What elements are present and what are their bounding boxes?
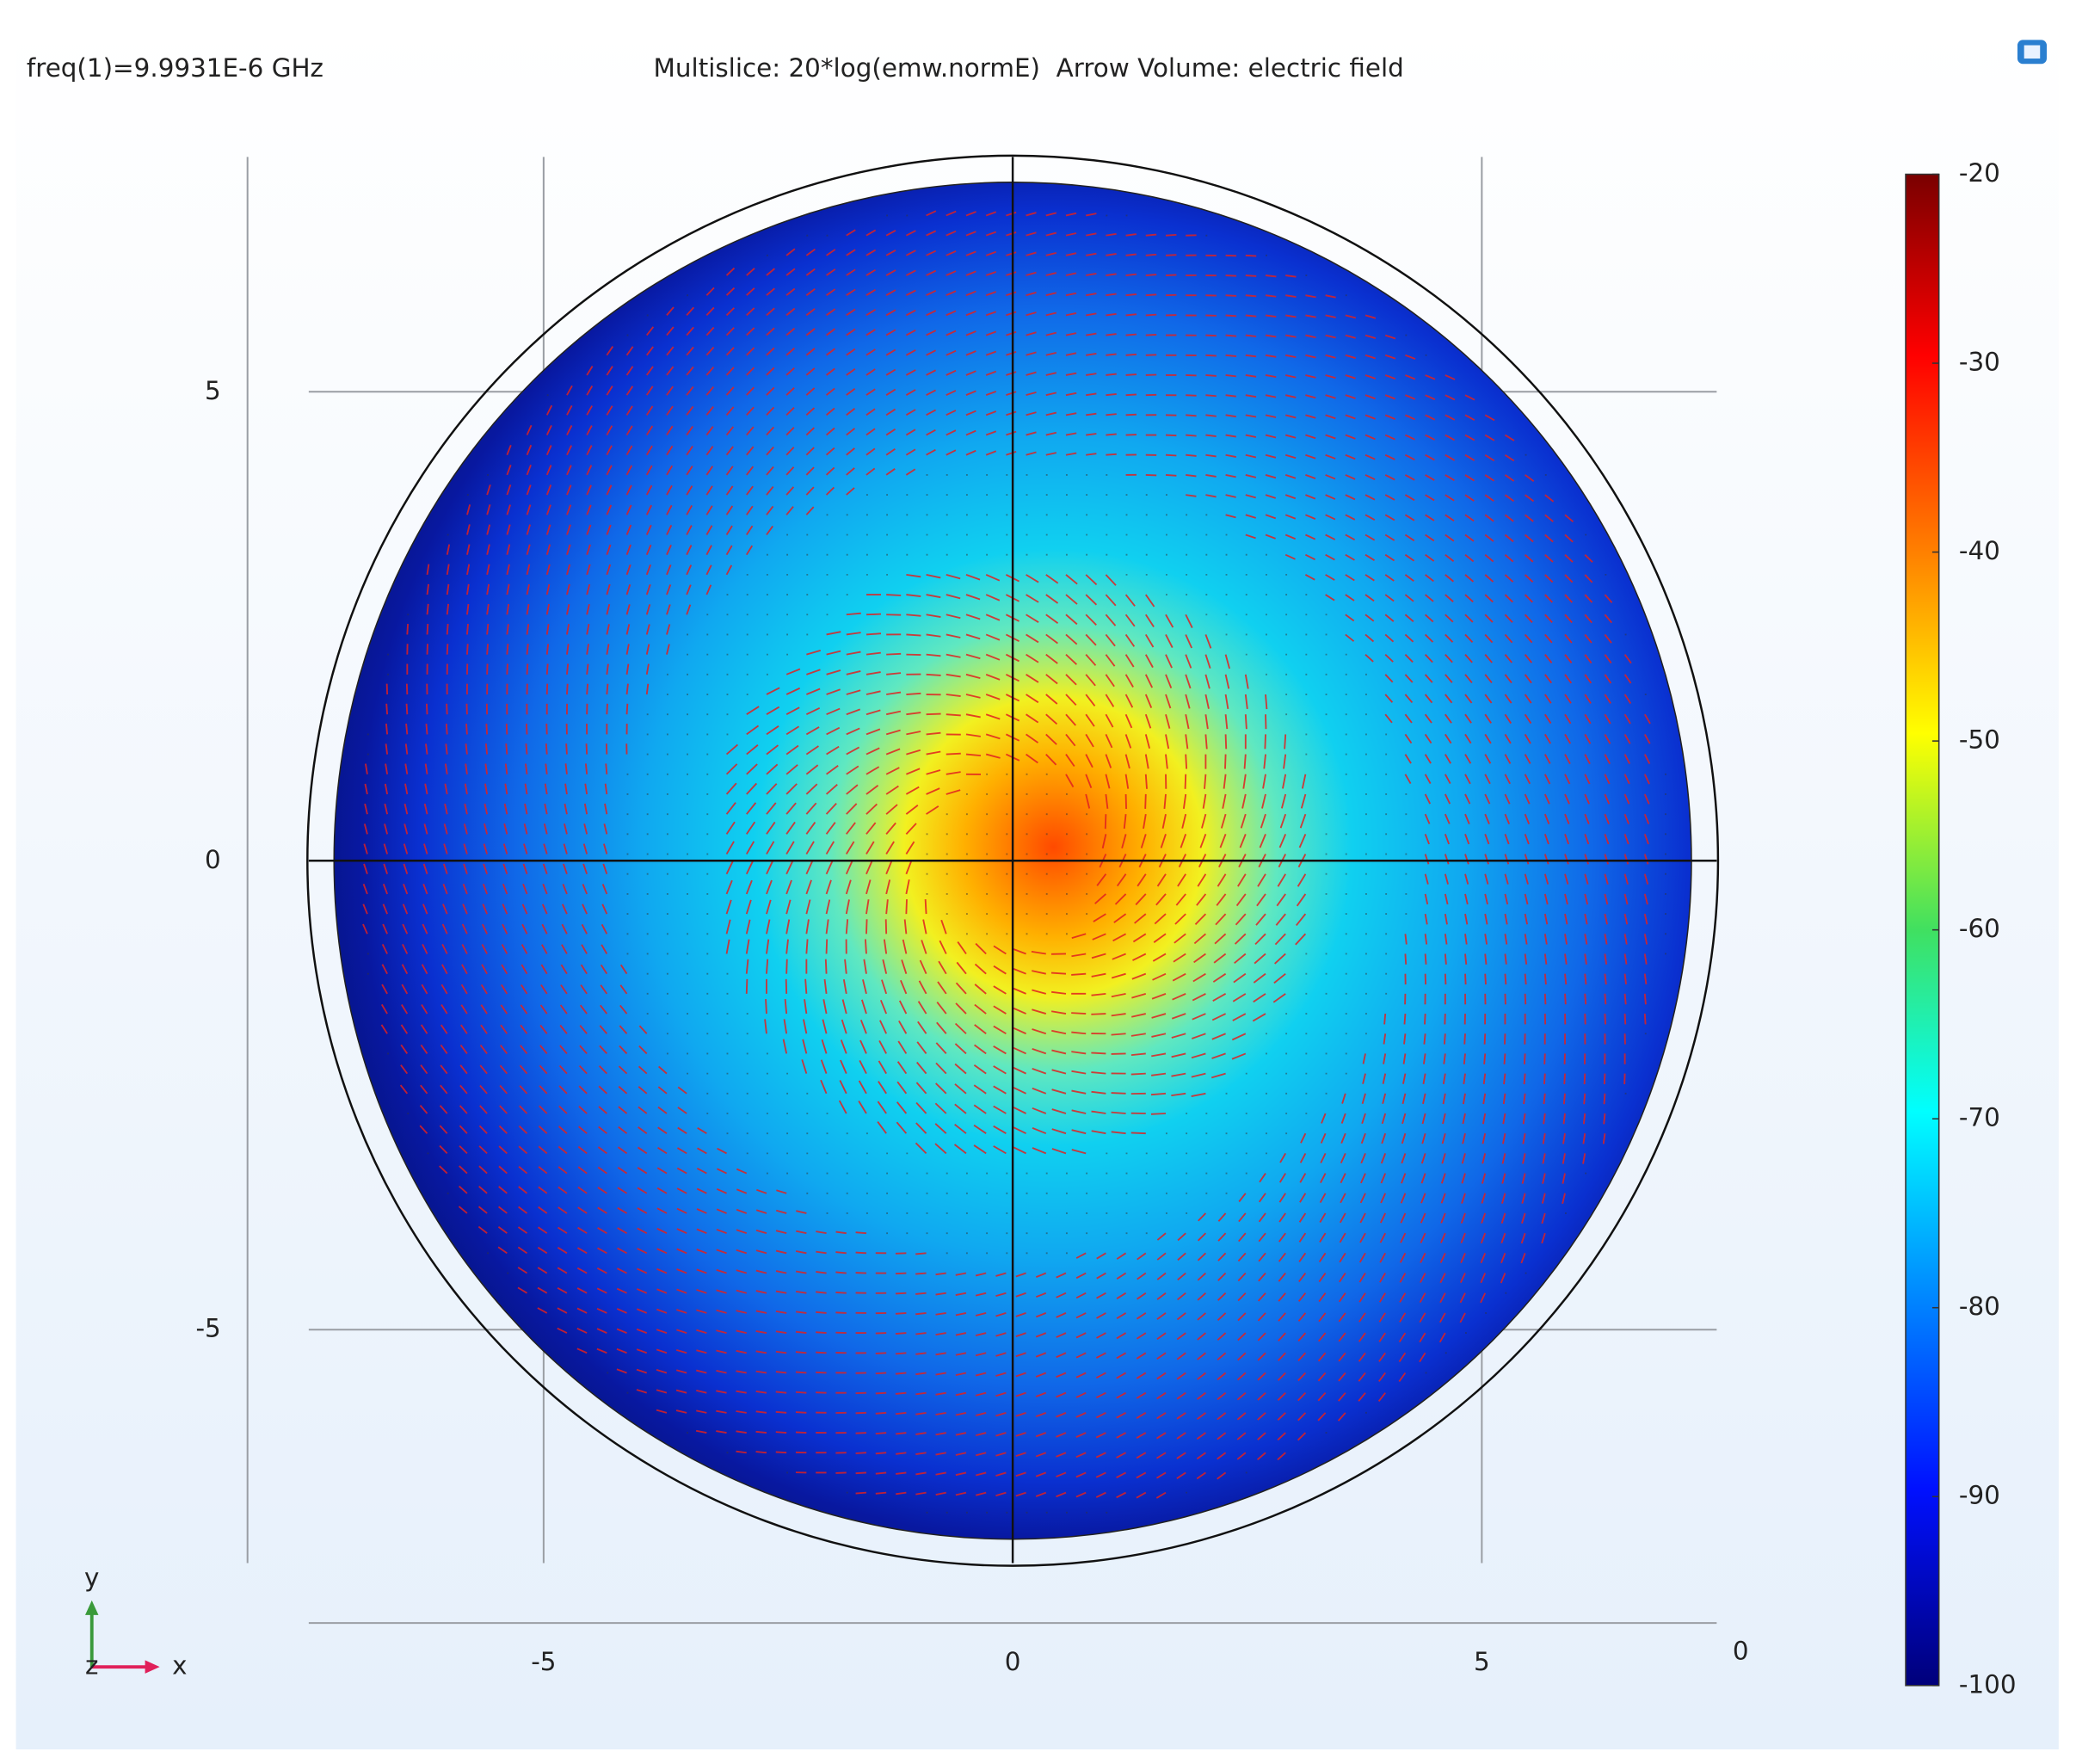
colorbar-tick-label: -80 — [1959, 1292, 2000, 1321]
arrow-volume — [362, 210, 1666, 1514]
colorbar-tick-label: -60 — [1959, 914, 2000, 943]
colorbar-tick-label: -20 — [1959, 158, 2000, 188]
colorbar-tick-label: -100 — [1959, 1669, 2017, 1699]
axis-triad: y z x — [84, 1564, 187, 1681]
screenshot-icon[interactable] — [2017, 40, 2047, 65]
field-dots — [367, 214, 1666, 1514]
x-tick-label: 0 — [1005, 1647, 1021, 1676]
y-tick-label: -5 — [195, 1314, 220, 1343]
colorbar-tick-label: -50 — [1959, 725, 2000, 755]
y-tick-label: 0 — [205, 845, 221, 874]
x-tick-label: 5 — [1474, 1647, 1490, 1676]
field-arrows — [362, 210, 1651, 1499]
triad-y-head — [84, 1600, 99, 1615]
triad-x-label: x — [172, 1651, 187, 1681]
plot-title: Multislice: 20*log(emw.normE) Arrow Volu… — [654, 53, 1404, 83]
triad-x-head — [145, 1660, 160, 1674]
frequency-label: freq(1)=9.9931E-6 GHz — [27, 53, 323, 83]
z-tick-label: 0 — [1733, 1637, 1749, 1666]
colorbar-tick-label: -30 — [1959, 348, 2000, 377]
y-tick-label: 5 — [205, 376, 221, 405]
triad-y-label: y — [84, 1564, 99, 1593]
x-tick-label: -5 — [531, 1647, 556, 1676]
colorbar-tick-label: -90 — [1959, 1481, 2000, 1510]
triad-z-label: z — [85, 1651, 98, 1681]
axes: -5 0 5 5 0 -5 0 — [195, 157, 1749, 1676]
colorbar-tick-label: -40 — [1959, 536, 2000, 565]
colorbar-tick-label: -70 — [1959, 1103, 2000, 1132]
domain-boundary — [306, 154, 1720, 1567]
colorbar-ticks: -20 -30 -40 -50 -60 -70 -80 -90 -100 — [1931, 158, 2017, 1699]
